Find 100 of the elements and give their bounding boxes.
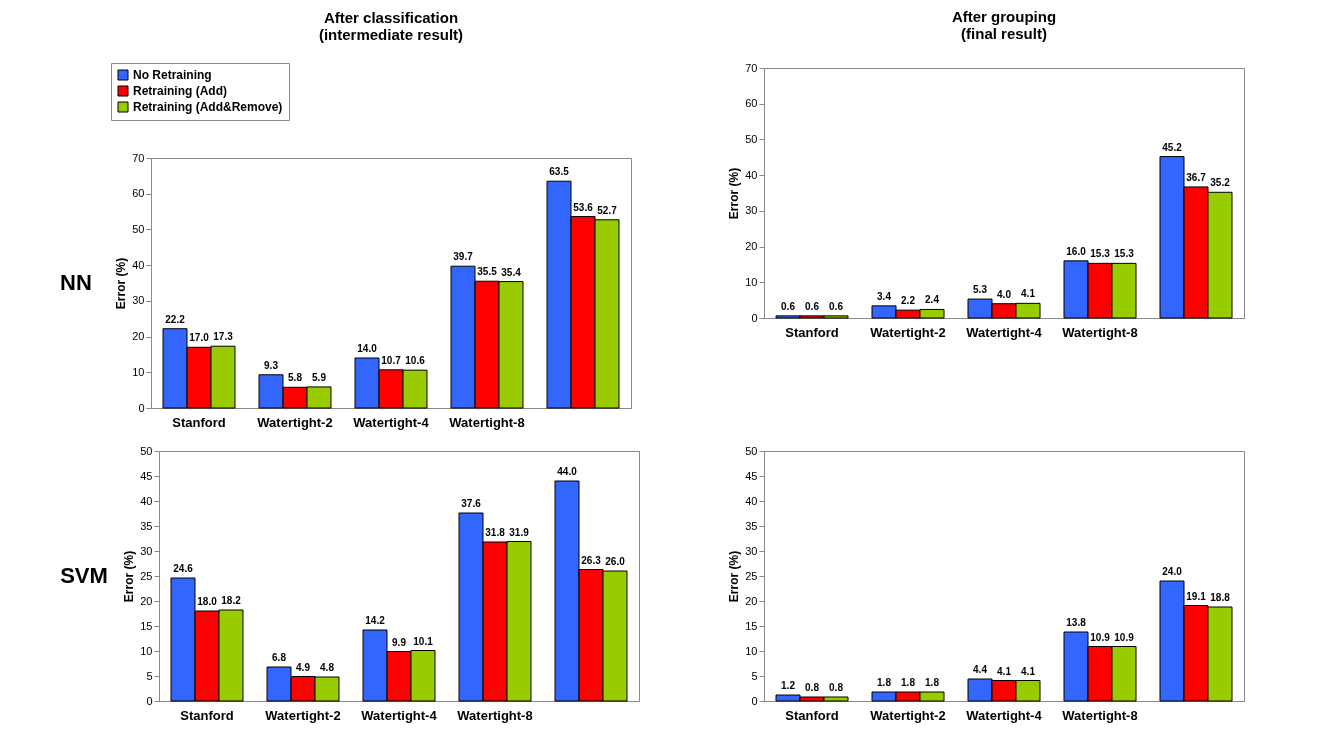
data-label: 10.1: [413, 635, 434, 647]
text: NN: [60, 270, 92, 295]
legend-label: No Retraining: [133, 68, 212, 82]
data-label: 26.0: [605, 556, 626, 567]
data-label: 14.0: [357, 343, 378, 354]
x-tick-label: Watertight-2: [265, 707, 341, 723]
data-label: 4.4: [973, 664, 988, 675]
x-tick-label: Watertight-2: [870, 324, 946, 340]
data-label: 6.8: [272, 652, 287, 663]
y-axis-title: Error (%): [727, 550, 742, 603]
x-tick-label: Stanford: [172, 414, 226, 430]
data-label: 19.1: [1186, 590, 1207, 602]
y-tick-label: 20: [745, 240, 758, 253]
data-label: 10.6: [405, 355, 426, 367]
y-tick-label: 30: [745, 204, 758, 217]
data-label: 0.8: [829, 682, 844, 693]
data-label: 31.9: [509, 526, 530, 538]
data-label: 52.7: [597, 204, 618, 216]
y-tick-label: 30: [132, 294, 145, 307]
data-label: 9.3: [264, 359, 279, 371]
y-axis-title: Error (%): [122, 550, 137, 603]
y-tick-label: 50: [745, 132, 758, 145]
y-tick-label: 60: [132, 187, 145, 200]
y-tick-label: 25: [140, 569, 153, 582]
x-tick-label: Stanford: [785, 707, 839, 723]
data-label: 53.6: [573, 201, 594, 213]
data-label: 26.3: [581, 554, 602, 566]
y-tick-label: 45: [140, 469, 153, 482]
data-label: 2.2: [901, 295, 916, 307]
chart-title: After grouping (final result): [951, 8, 1057, 42]
data-label: 18.2: [221, 595, 242, 606]
data-label: 17.0: [189, 332, 210, 344]
data-label: 14.2: [365, 615, 386, 626]
data-label: 4.8: [320, 662, 335, 673]
y-tick-label: 0: [138, 401, 145, 414]
x-tick-label: Stanford: [180, 707, 234, 723]
y-tick-label: 40: [745, 494, 758, 507]
data-label: 15.3: [1114, 248, 1135, 260]
data-label: 5.8: [288, 372, 303, 384]
x-tick-label: Watertight-2: [870, 707, 946, 723]
data-label: 16.0: [1066, 245, 1087, 257]
y-axis-title: Error (%): [114, 257, 129, 310]
y-tick-label: 0: [146, 694, 153, 707]
data-label: 4.1: [1021, 665, 1036, 677]
y-tick-label: 50: [132, 222, 145, 235]
data-label: 4.1: [1021, 288, 1036, 300]
y-tick-label: 10: [745, 275, 758, 288]
y-tick-label: 5: [146, 669, 153, 682]
y-tick-label: 20: [140, 594, 153, 607]
x-tick-label: Watertight-8: [457, 707, 533, 723]
data-label: 37.6: [461, 498, 482, 509]
y-tick-label: 45: [745, 469, 758, 482]
data-label: 5.3: [973, 284, 988, 296]
y-tick-label: 35: [745, 519, 758, 532]
data-label: 0.6: [829, 300, 844, 312]
y-tick-label: 10: [132, 365, 145, 378]
y-tick-label: 15: [140, 619, 153, 632]
data-label: 17.3: [213, 331, 234, 343]
x-tick-label: Watertight-8: [1062, 707, 1138, 723]
data-label: 9.9: [392, 636, 407, 648]
x-tick-label: Watertight-8: [449, 414, 525, 430]
x-tick-label: Stanford: [785, 324, 839, 340]
data-label: 1.8: [877, 677, 892, 688]
y-tick-label: 40: [745, 168, 758, 181]
data-label: 1.8: [925, 677, 940, 688]
y-tick-label: 50: [745, 444, 758, 457]
y-tick-label: 0: [751, 311, 758, 324]
data-label: 44.0: [557, 466, 578, 477]
x-tick-label: Watertight-4: [361, 707, 438, 723]
y-tick-label: 0: [751, 694, 758, 707]
data-label: 36.7: [1186, 171, 1207, 183]
y-tick-label: 40: [140, 494, 153, 507]
legend-label: Retraining (Add&Remove): [133, 100, 283, 114]
data-label: 10.9: [1090, 631, 1111, 643]
data-label: 0.8: [805, 682, 820, 693]
data-label: 0.6: [805, 300, 820, 312]
data-label: 0.6: [781, 300, 796, 312]
y-tick-label: 70: [132, 151, 145, 164]
data-label: 15.3: [1090, 248, 1111, 260]
y-tick-label: 35: [140, 519, 153, 532]
data-label: 35.2: [1210, 177, 1231, 189]
y-tick-label: 25: [745, 569, 758, 582]
y-tick-label: 10: [745, 644, 758, 657]
data-label: 3.4: [877, 290, 892, 302]
data-label: 10.9: [1114, 631, 1135, 643]
y-tick-label: 10: [140, 644, 153, 657]
data-label: 39.7: [453, 251, 474, 263]
x-tick-label: Watertight-8: [1062, 324, 1138, 340]
y-tick-label: 60: [745, 97, 758, 110]
y-tick-label: 15: [745, 619, 758, 632]
y-tick-label: 5: [751, 669, 758, 682]
data-label: 35.4: [501, 266, 522, 278]
data-label: 4.0: [997, 288, 1012, 300]
legend-label: Retraining (Add): [133, 84, 227, 98]
data-label: 45.2: [1162, 141, 1183, 153]
data-label: 2.4: [925, 294, 940, 306]
data-label: 22.2: [165, 313, 186, 325]
data-label: 4.1: [997, 665, 1012, 677]
y-tick-label: 20: [132, 330, 145, 343]
data-label: 10.7: [381, 354, 402, 366]
